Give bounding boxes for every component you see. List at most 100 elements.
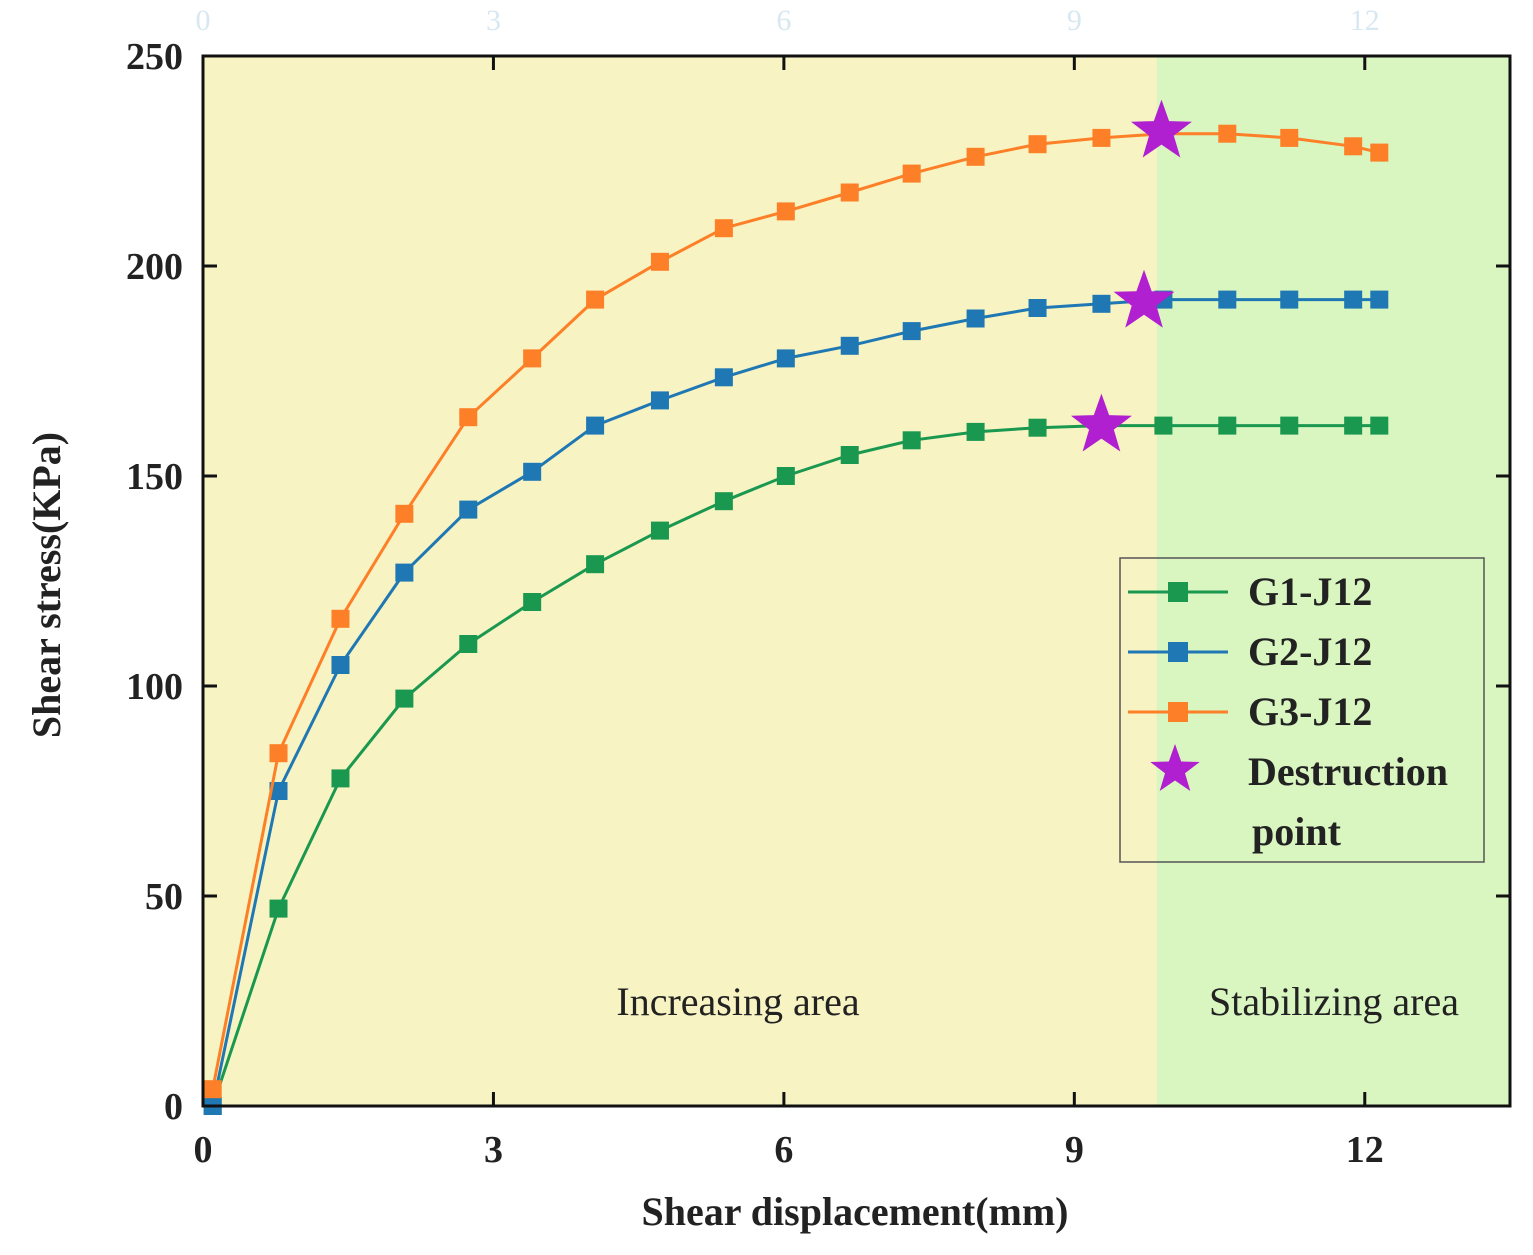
point-g1-j12-9 — [776, 467, 795, 485]
point-g2-j12-1 — [269, 782, 288, 800]
point-g3-j12-17 — [1280, 128, 1299, 147]
point-g1-j12-10 — [840, 446, 859, 464]
top-tick-label-0: 0 — [196, 4, 211, 37]
point-g3-j12-7 — [650, 252, 669, 271]
point-g2-j12-2 — [331, 656, 350, 674]
point-g1-j12-13 — [1028, 418, 1047, 437]
top-tick-label-3: 9 — [1067, 4, 1082, 37]
point-g2-j12-9 — [776, 349, 795, 368]
point-g3-j12-11 — [902, 164, 921, 183]
legend-entry-destruction: Destruction point — [1150, 744, 1448, 854]
point-g2-j12-18 — [1344, 290, 1363, 309]
legend: G1-J12 G2-J12 G3-J12 Destruction point — [1119, 557, 1485, 863]
point-g3-j12-14 — [1092, 128, 1111, 147]
point-g3-j12-6 — [586, 290, 605, 309]
point-g1-j12-11 — [902, 431, 921, 450]
region-band-0 — [203, 56, 1157, 1106]
point-g2-j12-11 — [902, 322, 921, 341]
point-g3-j12-10 — [840, 183, 859, 202]
point-g2-j12-3 — [395, 563, 414, 582]
legend-star-icon — [1150, 744, 1200, 791]
point-g1-j12-3 — [395, 689, 414, 708]
top-axis-ticks: 0 3 6 9 12 — [196, 4, 1380, 37]
point-g3-j12-1 — [269, 744, 288, 763]
top-tick-label-2: 6 — [776, 4, 791, 37]
point-g1-j12-4 — [459, 635, 478, 653]
point-g3-j12-16 — [1218, 124, 1237, 143]
point-g3-j12-19 — [1370, 143, 1389, 162]
point-g1-j12-1 — [269, 899, 288, 918]
point-g2-j12-16 — [1218, 290, 1237, 309]
legend-entry-g2: G2-J12 — [1128, 629, 1372, 674]
region-label-1: Stabilizing area — [1209, 979, 1459, 1024]
top-tick-label-1: 3 — [486, 4, 501, 37]
destruction-points-layer — [1071, 99, 1192, 452]
legend-label-destruction-line2: point — [1252, 809, 1342, 854]
legend-entry-g3: G3-J12 — [1128, 689, 1372, 734]
point-g2-j12-8 — [714, 368, 733, 387]
axis-ticks: 0 3 6 9 12 0 50 100 150 200 250 — [126, 36, 1510, 1171]
plot-frame — [201, 54, 1512, 1108]
point-g2-j12-14 — [1092, 294, 1111, 313]
point-g1-j12-2 — [331, 769, 350, 788]
legend-marker-g3 — [1168, 702, 1188, 722]
region-band-1 — [1156, 56, 1510, 1106]
point-g3-j12-5 — [523, 349, 542, 368]
point-g1-j12-15 — [1154, 416, 1173, 435]
y-tick-label-1: 50 — [145, 876, 183, 918]
point-g1-j12-12 — [966, 422, 985, 441]
x-tick-label-2: 6 — [774, 1129, 793, 1171]
legend-entry-g1: G1-J12 — [1128, 569, 1372, 614]
point-g2-j12-12 — [966, 309, 985, 328]
series-line-g1-j12 — [211, 424, 1380, 1107]
legend-marker-g1 — [1168, 582, 1188, 602]
region-label-0: Increasing area — [616, 979, 859, 1024]
point-g2-j12-6 — [586, 416, 605, 435]
point-g1-j12-7 — [650, 521, 669, 540]
point-g1-j12-6 — [586, 555, 605, 574]
x-tick-label-4: 12 — [1346, 1129, 1384, 1171]
series-layer — [203, 124, 1389, 1115]
y-axis-label: Shear stress(KPa) — [24, 432, 69, 738]
y-tick-label-5: 250 — [126, 36, 183, 78]
point-g3-j12-13 — [1028, 135, 1047, 154]
point-g3-j12-9 — [776, 202, 795, 221]
y-tick-label-4: 200 — [126, 246, 183, 288]
point-g3-j12-0 — [203, 1080, 222, 1099]
legend-box — [1119, 557, 1485, 863]
legend-label-g3: G3-J12 — [1248, 689, 1372, 734]
point-g2-j12-7 — [650, 391, 669, 410]
point-g1-j12-5 — [523, 593, 542, 611]
destruction-star-g2-j12 — [1113, 269, 1175, 328]
point-g1-j12-18 — [1344, 416, 1363, 435]
y-tick-label-3: 150 — [126, 456, 183, 498]
point-g1-j12-17 — [1280, 416, 1299, 435]
x-tick-label-1: 3 — [484, 1129, 503, 1171]
point-g3-j12-2 — [331, 609, 350, 628]
point-g1-j12-16 — [1218, 416, 1237, 435]
point-g3-j12-12 — [966, 147, 985, 166]
point-g1-j12-8 — [714, 492, 733, 511]
series-line-g3-j12 — [211, 132, 1380, 1090]
region-labels: Increasing area Stabilizing area — [616, 979, 1459, 1024]
destruction-star-g1-j12 — [1071, 393, 1132, 452]
point-g2-j12-5 — [523, 462, 542, 481]
point-g1-j12-19 — [1370, 416, 1389, 435]
point-g2-j12-10 — [840, 336, 859, 355]
y-tick-label-2: 100 — [126, 666, 183, 708]
series-line-g2-j12 — [211, 298, 1380, 1107]
point-g2-j12-19 — [1370, 290, 1389, 309]
legend-marker-g2 — [1168, 642, 1188, 662]
point-g3-j12-8 — [714, 219, 733, 238]
point-g2-j12-17 — [1280, 290, 1299, 309]
y-tick-label-0: 0 — [164, 1086, 183, 1128]
x-tick-label-3: 9 — [1065, 1129, 1084, 1171]
point-g2-j12-4 — [459, 500, 478, 519]
point-g3-j12-3 — [395, 504, 414, 523]
point-g2-j12-13 — [1028, 299, 1047, 317]
x-axis-label: Shear displacement(mm) — [642, 1189, 1069, 1234]
legend-label-g1: G1-J12 — [1248, 569, 1372, 614]
destruction-star-g3-j12 — [1131, 99, 1192, 158]
legend-label-destruction-line1: Destruction — [1248, 749, 1448, 794]
